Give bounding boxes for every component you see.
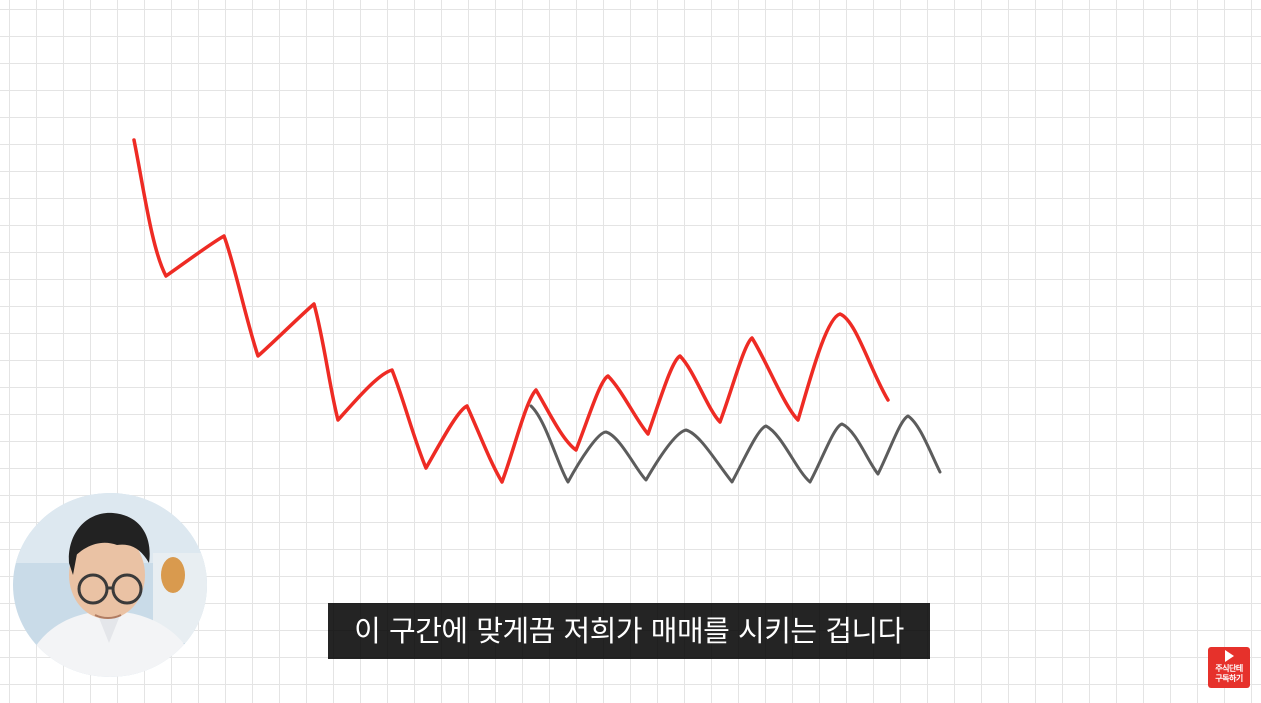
presenter-icon [13,493,207,677]
subscribe-label: 구독하기 [1215,674,1243,683]
red-price-line [132,138,890,484]
subtitle-caption: 이 구간에 맞게끔 저희가 매매를 시키는 겁니다 [328,603,930,659]
presenter-webcam [13,493,207,677]
play-icon [1224,650,1234,662]
channel-name: 주식단테 [1215,664,1243,673]
gray-range-line [529,404,942,484]
subscribe-button[interactable]: 주식단테 구독하기 [1208,647,1250,688]
